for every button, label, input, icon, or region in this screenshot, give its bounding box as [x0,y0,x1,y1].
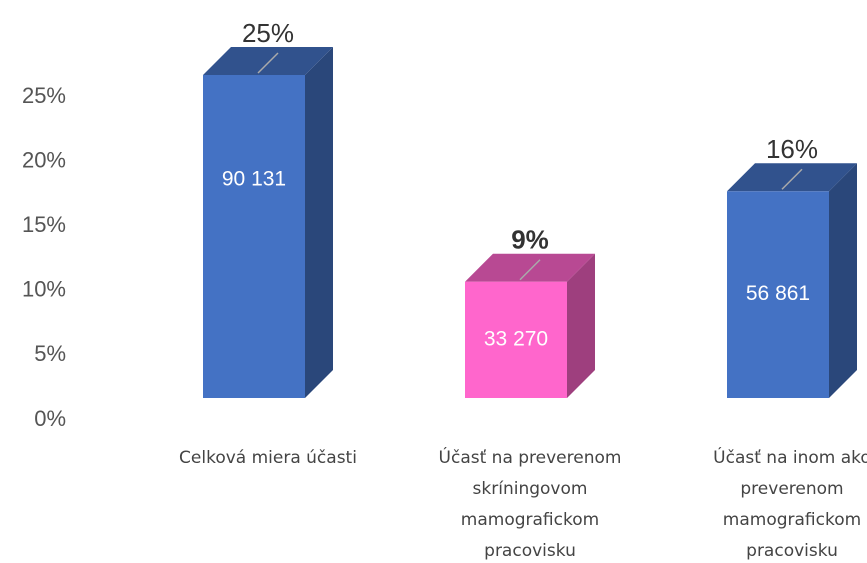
leader-line [519,259,541,281]
bar-top [465,253,595,282]
bar-front [203,75,305,398]
label-line: Účasť na preverenom [439,446,622,468]
inner-label: 56 861 [746,282,810,305]
bar [203,47,333,398]
bar-side [567,253,595,398]
y-tick-label: 25% [22,83,66,108]
label-line: mamografickom [723,510,861,530]
label-line: pracovisku [746,541,838,561]
bar [465,253,595,398]
bar-side [305,47,333,398]
bar-top [727,163,857,192]
label-line: Celková miera účasti [179,448,357,468]
label-line: skríningovom [473,479,588,499]
y-tick-label: 15% [22,212,66,237]
inner-label: 33 270 [484,327,548,350]
leader-line [781,168,803,190]
y-tick-label: 10% [22,277,66,302]
bar [727,163,857,398]
y-tick-label: 0% [34,406,66,431]
label-line: preverenom [740,479,843,499]
value-label: 16% [766,134,818,164]
bar-front [727,191,829,398]
label-line: pracovisku [484,541,576,561]
label-line: mamografickom [461,510,599,530]
inner-label: 90 131 [222,168,286,191]
y-tick-label: 20% [22,147,66,172]
x-tick-label: Celková miera účasti [179,448,357,468]
bar-front [465,281,567,398]
value-label: 25% [242,18,294,48]
bar-side [829,163,857,398]
y-tick-label: 5% [34,341,66,366]
bar-top [203,47,333,75]
x-tick-label: Účasť na inom ako preverenom mamografickom… [713,446,867,561]
label-line: Účasť na inom ako [713,446,867,468]
leader-line [257,52,279,74]
value-label: 9% [511,225,549,255]
x-tick-label: Účasť na preverenom skríningovom mamografi… [439,446,622,561]
